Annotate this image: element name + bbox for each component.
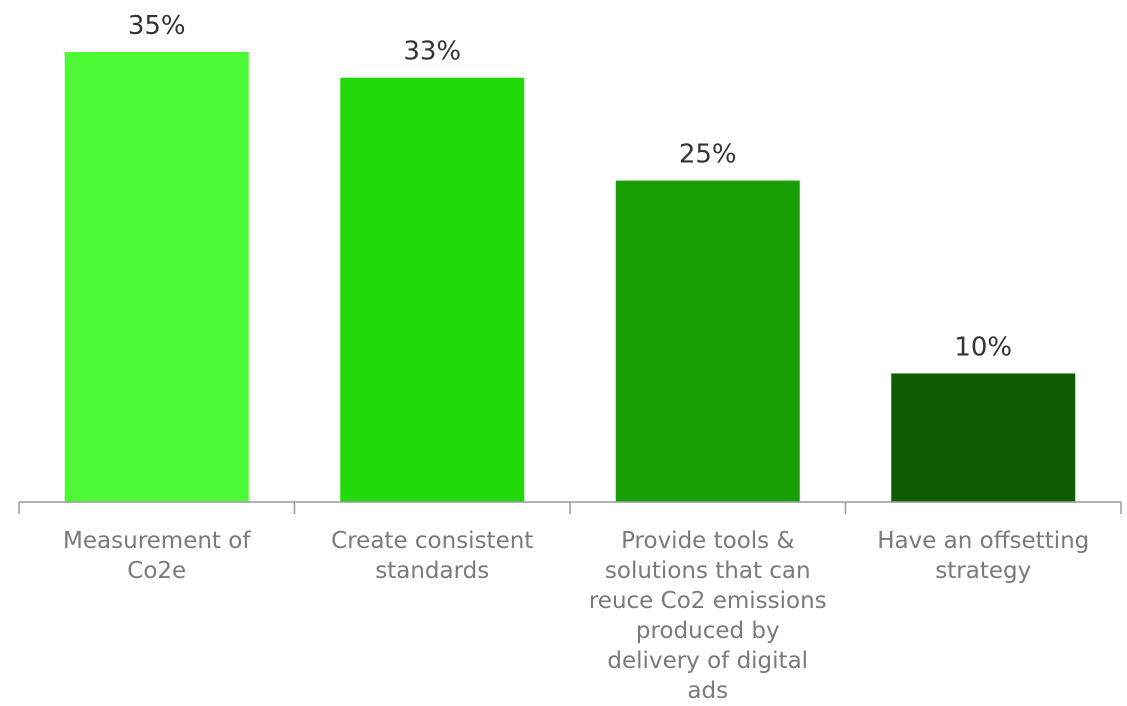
category-label: Measurement of Co2e (63, 528, 251, 584)
bar (340, 77, 525, 502)
bar (64, 52, 249, 502)
bars-group (64, 52, 1076, 503)
value-labels-group: 35% 33% 25% 10% (128, 11, 1012, 362)
bar (615, 180, 800, 503)
x-axis (18, 501, 1122, 514)
data-label: 33% (403, 37, 461, 67)
data-label: 10% (954, 332, 1012, 362)
bar (891, 373, 1076, 502)
data-label: 35% (128, 11, 186, 41)
category-label: Create consistent standards (331, 528, 534, 584)
category-label: Provide tools & solutions that can reuce… (588, 528, 827, 704)
data-label: 25% (679, 140, 737, 170)
category-label: Have an offsetting strategy (877, 528, 1090, 584)
